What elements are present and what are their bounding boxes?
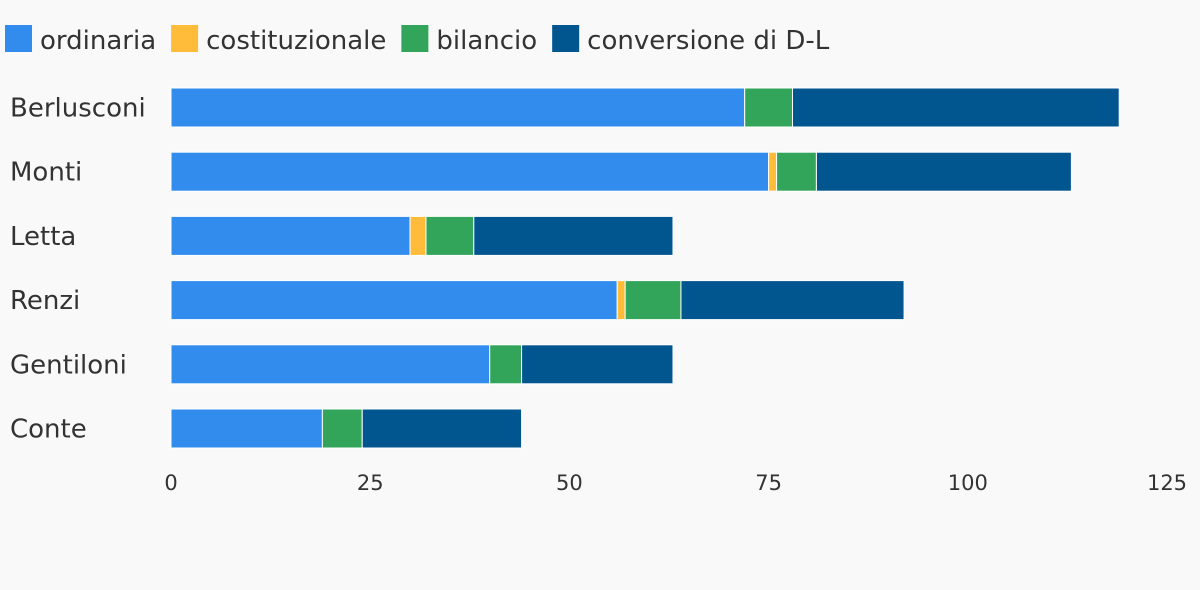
bar-segment-costituzionale bbox=[409, 215, 427, 256]
bar-segment-ordinaria bbox=[170, 280, 618, 321]
x-tick-label: 50 bbox=[556, 471, 583, 495]
bar-row-letta bbox=[170, 215, 674, 256]
bar-segment-bilancio bbox=[321, 408, 363, 449]
bar-segment-bilancio bbox=[425, 215, 475, 256]
x-tick-label: 25 bbox=[357, 471, 384, 495]
category-label: Monti bbox=[10, 158, 82, 188]
bar-segment-ordinaria bbox=[170, 408, 323, 449]
bar-segment-bilancio bbox=[776, 151, 817, 192]
legend-label: ordinaria bbox=[40, 26, 156, 56]
bar-row-berlusconi bbox=[170, 87, 1120, 128]
bar-segment-ordinaria bbox=[170, 151, 770, 192]
legend-swatch bbox=[552, 25, 580, 52]
bar-segment-conversione-di-d-l bbox=[473, 215, 674, 256]
legend-swatch bbox=[401, 25, 429, 52]
bar-segment-conversione-di-d-l bbox=[361, 408, 523, 449]
bar-segment-bilancio bbox=[489, 344, 523, 385]
bars bbox=[170, 87, 1120, 449]
legend-label: costituzionale bbox=[206, 26, 386, 56]
x-tick-label: 0 bbox=[164, 471, 177, 495]
bar-segment-ordinaria bbox=[170, 87, 746, 128]
bar-segment-conversione-di-d-l bbox=[815, 151, 1072, 192]
legend-swatch bbox=[5, 25, 32, 52]
legend-item-conversione-di-d-l: conversione di D-L bbox=[552, 25, 830, 56]
category-label: Conte bbox=[10, 415, 87, 445]
legend-item-costituzionale: costituzionale bbox=[171, 25, 386, 56]
bar-segment-ordinaria bbox=[170, 215, 411, 256]
legend-label: conversione di D-L bbox=[587, 26, 830, 56]
legend: ordinaria costituzionale bilancio conversio… bbox=[5, 25, 830, 56]
bar-row-renzi bbox=[170, 280, 905, 321]
category-label: Berlusconi bbox=[10, 94, 146, 124]
bar-segment-bilancio bbox=[744, 87, 794, 128]
bar-segment-conversione-di-d-l bbox=[680, 280, 905, 321]
bar-row-conte bbox=[170, 408, 523, 449]
category-label: Letta bbox=[10, 222, 76, 252]
bar-segment-conversione-di-d-l bbox=[792, 87, 1120, 128]
legend-item-ordinaria: ordinaria bbox=[5, 25, 156, 56]
bar-segment-ordinaria bbox=[170, 344, 491, 385]
legend-item-bilancio: bilancio bbox=[401, 25, 537, 56]
bar-segment-costituzionale bbox=[616, 280, 626, 321]
x-axis: 0 25 50 75 100 125 bbox=[164, 471, 1187, 495]
legend-label: bilancio bbox=[436, 26, 537, 56]
bar-row-gentiloni bbox=[170, 344, 674, 385]
x-tick-label: 125 bbox=[1147, 471, 1187, 495]
category-label: Renzi bbox=[10, 286, 80, 316]
category-labels: Berlusconi Monti Letta Renzi Gentiloni Conte bbox=[10, 94, 146, 445]
bar-segment-bilancio bbox=[624, 280, 682, 321]
bar-segment-costituzionale bbox=[768, 151, 778, 192]
bar-row-monti bbox=[170, 151, 1072, 192]
category-label: Gentiloni bbox=[10, 350, 127, 380]
x-tick-label: 100 bbox=[948, 471, 988, 495]
legend-swatch bbox=[171, 25, 199, 52]
x-tick-label: 75 bbox=[755, 471, 782, 495]
bar-segment-conversione-di-d-l bbox=[521, 344, 674, 385]
